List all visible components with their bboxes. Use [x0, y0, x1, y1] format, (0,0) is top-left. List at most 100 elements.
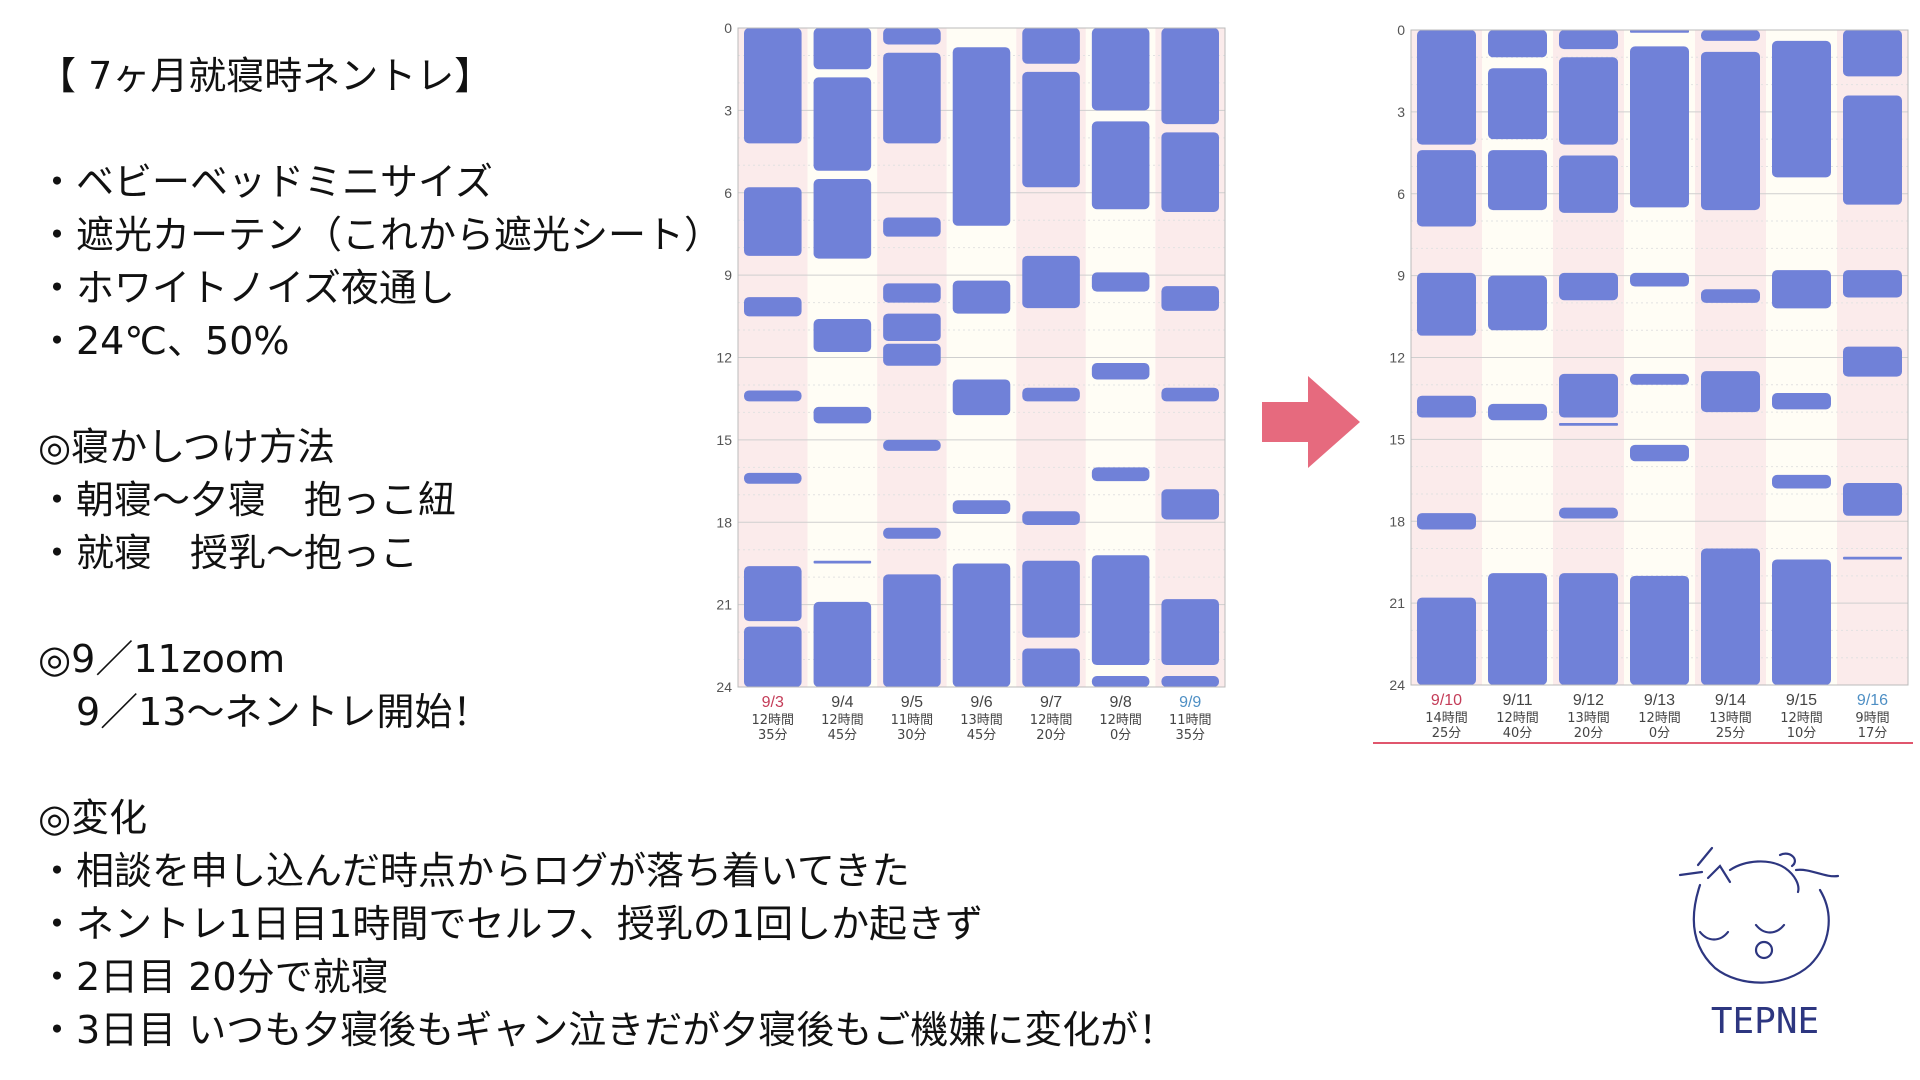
sleep-bar — [813, 179, 872, 259]
note-line — [38, 368, 738, 421]
sleep-bar — [1091, 467, 1150, 482]
note-line: ・2日目 20分で就寝 — [38, 955, 389, 999]
sleep-bar — [1091, 362, 1150, 380]
sleep-chart-after: 0 3 6 9 12 15 18 21 24 9/10 14時間 25分 9/11 12時間 40分 9/12… — [1373, 20, 1913, 745]
sleep-bar — [744, 297, 802, 317]
total-minutes-label: 0分 — [1649, 726, 1670, 741]
date-label: 9/12 — [1573, 692, 1604, 709]
notes-panel: 【 7ヶ月就寝時ネントレ】 ・ベビーベッドミニサイズ ・遮光カーテン（これから遮光シ… — [38, 50, 1177, 1057]
sleep-bar — [1161, 28, 1219, 125]
sleep-bar — [1701, 371, 1760, 413]
sleep-bar — [1091, 555, 1150, 666]
sleep-bar — [1772, 270, 1831, 309]
date-label: 9/13 — [1644, 692, 1675, 709]
y-tick-label: 9 — [724, 267, 732, 283]
sleep-bar — [1091, 28, 1150, 111]
sleep-bar — [1488, 275, 1547, 331]
sleep-bar — [1161, 676, 1219, 687]
sleep-bar — [1161, 132, 1219, 212]
y-tick-label: 12 — [1389, 350, 1405, 366]
sleep-bar — [1701, 51, 1760, 211]
sleep-bar — [1701, 548, 1760, 685]
total-hours-label: 12時間 — [821, 713, 864, 728]
total-minutes-label: 25分 — [1432, 726, 1462, 741]
y-tick-label: 9 — [1397, 268, 1405, 284]
sleep-bar — [1772, 40, 1831, 178]
sleep-bar — [1488, 403, 1547, 421]
sleep-bar — [1701, 30, 1760, 41]
sleep-bar — [1091, 272, 1150, 292]
sleep-bar — [1630, 46, 1689, 208]
sleep-chart-before: 0 3 6 9 12 15 18 21 24 9/3 12時間 35分 9/4 12時間 45分 9/5 11時… — [700, 20, 1230, 745]
sleep-bar — [1488, 68, 1547, 140]
note-line: ・遮光カーテン（これから遮光シート） — [38, 213, 723, 257]
total-hours-label: 12時間 — [1030, 713, 1073, 728]
sleep-bar — [883, 343, 941, 366]
note-line: ・ベビーベッドミニサイズ — [38, 160, 493, 204]
note-line — [38, 580, 738, 633]
sleep-bar — [744, 390, 802, 402]
sleep-bar — [1701, 289, 1760, 303]
sleep-bar — [1772, 392, 1831, 410]
sleep-bar — [1417, 30, 1476, 145]
note-line: ◎変化 — [38, 796, 148, 840]
sleep-bar — [744, 28, 802, 144]
sleep-bar — [1843, 270, 1902, 298]
chart-svg: 036912151821249/312時間35分9/412時間45分9/511時… — [716, 20, 1226, 743]
y-tick-label: 24 — [716, 679, 732, 695]
sleep-bar — [1630, 373, 1689, 385]
sleep-bar — [1022, 387, 1080, 402]
total-hours-label: 11時間 — [891, 713, 934, 728]
sleep-bar — [1161, 489, 1219, 520]
y-tick-label: 21 — [1389, 595, 1405, 611]
sleep-bar — [883, 52, 941, 144]
sleep-bar — [1488, 30, 1547, 58]
total-hours-label: 11時間 — [1169, 713, 1212, 728]
sleep-bar — [1417, 597, 1476, 685]
sleep-bar — [952, 280, 1011, 314]
total-minutes-label: 30分 — [897, 728, 927, 743]
y-tick-label: 18 — [716, 514, 732, 530]
y-tick-label: 3 — [724, 102, 732, 118]
sleep-bar — [883, 217, 941, 237]
y-tick-label: 15 — [1389, 431, 1405, 447]
date-label: 9/11 — [1503, 692, 1533, 709]
sleep-bar — [1022, 71, 1080, 188]
sleep-bar — [1022, 255, 1080, 309]
sleep-bar — [1161, 387, 1219, 402]
sleep-bar — [952, 47, 1011, 226]
total-minutes-label: 35分 — [758, 728, 788, 743]
sleep-bar — [883, 527, 941, 539]
arrow-icon — [1262, 372, 1362, 476]
sleep-bar — [744, 472, 802, 484]
sleep-bar — [952, 563, 1011, 687]
date-label: 9/15 — [1786, 692, 1817, 709]
sleep-bar — [952, 500, 1011, 515]
sleep-bar — [813, 77, 872, 171]
sleep-bar — [1630, 575, 1689, 685]
sleep-bar — [744, 187, 802, 256]
note-line: ・ホワイトノイズ夜通し — [38, 266, 455, 310]
date-label: 9/7 — [1040, 694, 1062, 711]
sleep-bar — [1022, 560, 1080, 638]
plot-border — [1410, 29, 1909, 686]
sleep-bar — [1843, 346, 1902, 377]
total-hours-label: 13時間 — [1567, 711, 1610, 726]
total-minutes-label: 20分 — [1036, 728, 1066, 743]
note-line: ・ネントレ1日目1時間でセルフ、授乳の1回しか起きず — [38, 902, 984, 946]
date-label: 9/6 — [970, 694, 992, 711]
note-line: ◎9／11zoom — [38, 637, 286, 681]
sleep-bar — [813, 560, 872, 564]
total-hours-label: 9時間 — [1855, 711, 1889, 726]
date-label: 9/9 — [1179, 694, 1201, 711]
total-hours-label: 12時間 — [1099, 713, 1142, 728]
total-minutes-label: 17分 — [1858, 726, 1888, 741]
date-label: 9/10 — [1431, 692, 1462, 709]
sleep-bar — [813, 601, 872, 687]
sleep-bar — [813, 319, 872, 353]
y-tick-label: 24 — [1389, 677, 1405, 693]
note-line: ・3日目 いつも夕寝後もギャン泣きだが夕寝後もご機嫌に変化が！ — [38, 1008, 1177, 1052]
date-label: 9/5 — [901, 694, 923, 711]
total-hours-label: 14時間 — [1425, 711, 1468, 726]
date-label: 9/3 — [762, 694, 784, 711]
